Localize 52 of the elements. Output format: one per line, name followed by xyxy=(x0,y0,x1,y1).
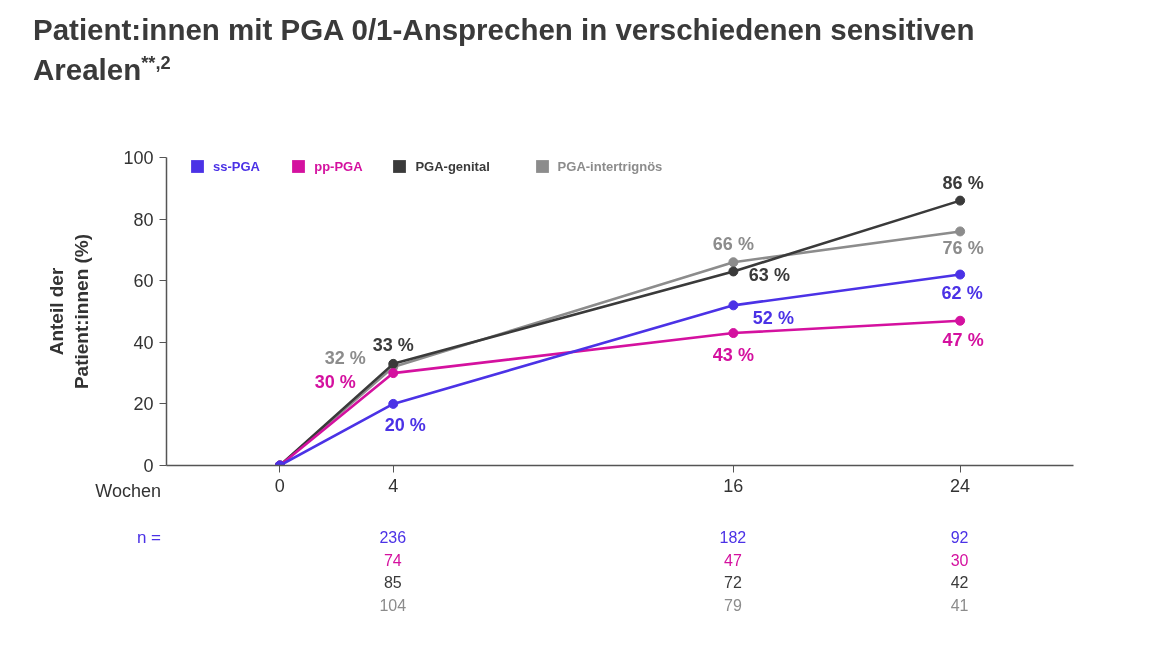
legend-label: ss-PGA xyxy=(213,158,260,174)
text: 182 xyxy=(719,527,747,548)
point xyxy=(955,315,966,326)
data-label: 63 % xyxy=(748,265,790,286)
data-label: 33 % xyxy=(372,334,414,355)
y-tick-label: 40 xyxy=(133,332,154,353)
point xyxy=(728,300,739,311)
legend-label: PGA-intertrignös xyxy=(557,158,663,174)
point xyxy=(728,266,739,277)
data-label: 52 % xyxy=(752,308,794,329)
text: 104 xyxy=(379,595,407,616)
point xyxy=(388,368,399,379)
data-label: 43 % xyxy=(712,345,754,366)
text: 72 xyxy=(723,572,742,593)
data-label: 86 % xyxy=(942,172,984,193)
x-tick-label: 4 xyxy=(388,475,399,496)
data-label: 30 % xyxy=(314,372,356,393)
data-label: 47 % xyxy=(942,329,984,350)
x-axis-title: Wochen xyxy=(95,480,161,504)
y-tick-label: 0 xyxy=(143,456,154,476)
y-tick-label: 60 xyxy=(133,271,154,292)
data-label: 66 % xyxy=(712,234,754,255)
data-label: 62 % xyxy=(941,282,983,303)
y-tick-label: 80 xyxy=(133,209,154,230)
chart-title: Patient:innen mit PGA 0/1-Ansprechen in verschiedenen sensitiven Arealen$^{**,2}$ xyxy=(33,12,976,88)
data-label: 76 % xyxy=(942,238,984,259)
text: 85 xyxy=(383,572,402,593)
x-tick-label: 24 xyxy=(950,475,971,496)
text: 42 xyxy=(950,572,969,593)
point xyxy=(955,195,966,206)
point xyxy=(955,269,966,280)
y-axis-title: Anteil der Patient:innen (%) xyxy=(46,233,93,390)
text: 79 xyxy=(723,595,742,616)
x-tick-label: 16 xyxy=(723,475,744,496)
text: 92 xyxy=(950,527,969,548)
text: 74 xyxy=(383,550,402,571)
legend-label: PGA-genital xyxy=(415,158,490,174)
point xyxy=(728,328,739,339)
data-label: 32 % xyxy=(324,347,366,368)
y-tick-label: 100 xyxy=(123,148,154,168)
y-tick-label: 20 xyxy=(133,394,154,415)
text: 30 xyxy=(950,550,969,571)
text: 47 xyxy=(723,550,742,571)
text: n = xyxy=(136,526,161,549)
data-label: 20 % xyxy=(384,414,426,435)
point xyxy=(388,398,399,409)
legend-label: pp-PGA xyxy=(314,158,363,174)
point xyxy=(728,257,739,268)
text: 41 xyxy=(950,595,969,616)
point xyxy=(955,226,966,237)
x-tick-label: 0 xyxy=(274,475,285,496)
text: 236 xyxy=(379,527,407,548)
